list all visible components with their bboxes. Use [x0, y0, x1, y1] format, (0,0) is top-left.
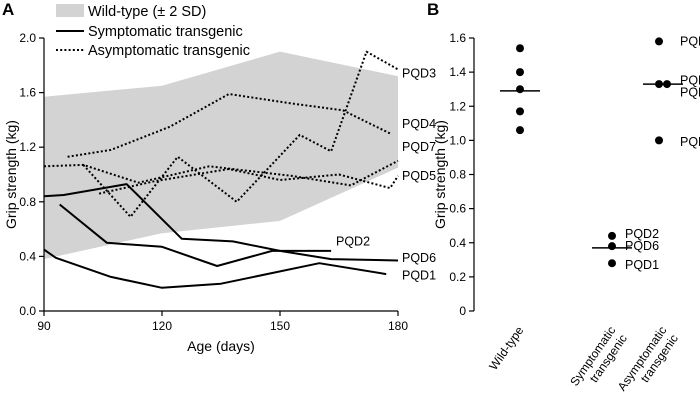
- point-label-pqd5: PQD5: [680, 135, 700, 149]
- data-point-pqd2: [608, 231, 616, 240]
- panel-a-x-axis-title: Age (days): [187, 338, 255, 354]
- end-label-pqd7: PQD7: [402, 140, 436, 154]
- category-label-line: Wild-type: [486, 323, 526, 372]
- data-point-wild-type: [516, 44, 524, 53]
- data-point-pqd1: [608, 259, 616, 268]
- panel-b-y-tick-label: 1.4: [449, 65, 466, 79]
- panel-a-axes: 0.0 0.4 0.8 1.2 1.6 2.0 90 120 150 180 Age (days) G…: [3, 31, 408, 354]
- panel-b-points: [500, 37, 683, 268]
- legend-label-1: Wild-type (± 2 SD): [88, 4, 206, 20]
- series-line-pqd5: [98, 168, 399, 195]
- data-point-wild-type: [516, 126, 524, 135]
- legend-swatch-wild-type: [56, 4, 84, 17]
- panel-b-y-tick-label: 1.2: [449, 99, 466, 113]
- panel-b-chart: 0 0.2 0.4 0.6 0.8 1.0 1.2 1.4 1.6 Grip strength (…: [432, 31, 700, 400]
- panel-b-category-label-3: Asymptomatictransgenic: [615, 324, 681, 400]
- series-line-pqd6: [43, 183, 399, 262]
- panel-b-axes: 0 0.2 0.4 0.6 0.8 1.0 1.2 1.4 1.6 Grip strength (…: [432, 31, 681, 400]
- data-point-pqd6: [608, 242, 616, 251]
- series-end-labels: PQD3 PQD4 PQD7 PQD5 PQD2 PQD6 PQD1: [336, 66, 436, 282]
- panel-a-x-tick-label: 150: [270, 319, 290, 333]
- panel-a-y-tick-label: 0.0: [19, 304, 36, 318]
- panel-a-x-tick-label: 120: [152, 319, 172, 333]
- panel-b-y-tick-label: 0.8: [449, 168, 466, 182]
- data-point-wild-type: [516, 68, 524, 77]
- wild-type-sd-band: [44, 51, 398, 260]
- panel-a-y-tick-label: 1.6: [19, 86, 36, 100]
- point-label-pqd4: PQD4: [680, 74, 700, 88]
- data-point-wild-type: [516, 85, 524, 94]
- data-point-wild-type: [516, 107, 524, 116]
- point-label-pqd2: PQD2: [625, 227, 659, 241]
- series-line-pqd3: [67, 93, 391, 158]
- data-point-pqd3: [655, 37, 663, 46]
- wild-type-band-layer: [44, 51, 398, 260]
- panel-a-y-tick-label: 2.0: [19, 31, 36, 45]
- panel-a-y-axis-title: Grip strength (kg): [3, 120, 19, 229]
- panel-b-y-tick-label: 1.6: [449, 31, 466, 45]
- legend-label-2: Symptomatic transgenic: [88, 24, 243, 40]
- end-label-pqd5: PQD5: [402, 169, 436, 183]
- panel-b-letter: B: [427, 0, 439, 19]
- panel-a-letter: A: [2, 0, 14, 19]
- end-label-pqd2: PQD2: [336, 234, 370, 248]
- point-label-pqd6: PQD6: [625, 239, 659, 253]
- panel-a-y-tick-label: 0.4: [19, 249, 36, 263]
- panel-a-y-tick-label: 1.2: [19, 140, 36, 154]
- panel-a-chart: 0.0 0.4 0.8 1.2 1.6 2.0 90 120 150 180 Age (days) G…: [3, 4, 436, 354]
- panel-a-x-tick-label: 90: [37, 319, 51, 333]
- end-label-pqd4: PQD4: [402, 117, 436, 131]
- panel-a-y-tick-label: 0.8: [19, 195, 36, 209]
- panel-b-y-tick-label: 0.2: [449, 270, 466, 284]
- data-point-pqd5: [655, 136, 663, 145]
- panel-b-y-axis-title: Grip strength (kg): [432, 120, 448, 229]
- panel-a-legend: Wild-type (± 2 SD) Symptomatic transgenic…: [56, 4, 250, 59]
- end-label-pqd6: PQD6: [402, 251, 436, 265]
- legend-label-3: Asymptomatic transgenic: [88, 43, 250, 59]
- point-label-pqd3: PQD3: [680, 34, 700, 48]
- panel-b-y-tick-label: 1.0: [449, 133, 466, 147]
- end-label-pqd3: PQD3: [402, 66, 436, 80]
- panel-b-category-label-1: Wild-type: [486, 323, 526, 372]
- panel-b-y-tick-label: 0: [459, 304, 466, 318]
- point-label-pqd7: PQD7: [680, 86, 700, 100]
- panel-a-x-tick-label: 180: [388, 319, 408, 333]
- panel-b-y-tick-label: 0.6: [449, 202, 466, 216]
- series-line-pqd1: [43, 248, 387, 289]
- panel-b-y-tick-label: 0.4: [449, 236, 466, 250]
- series-lines-layer: [43, 50, 399, 289]
- end-label-pqd1: PQD1: [402, 269, 436, 283]
- point-label-pqd1: PQD1: [625, 258, 659, 272]
